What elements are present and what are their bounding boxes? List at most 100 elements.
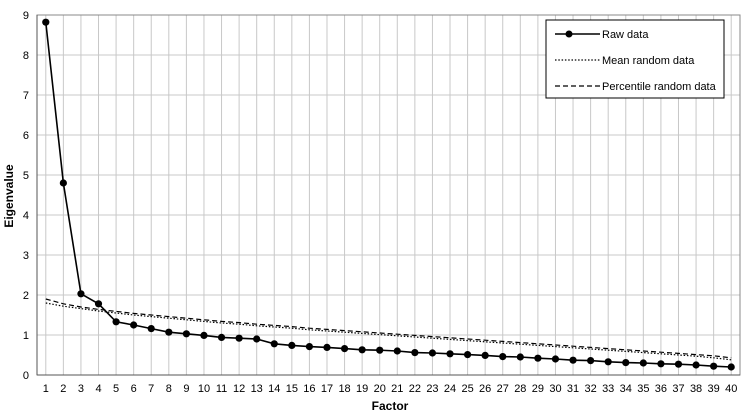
x-tick-label-23: 23 xyxy=(426,383,438,395)
series-line-mean-random-data xyxy=(45,302,732,361)
x-tick-label-31: 31 xyxy=(567,383,579,395)
data-point-raw-data-38 xyxy=(692,361,700,369)
y-tick-label-8: 8 xyxy=(23,50,29,62)
x-tick-label-29: 29 xyxy=(532,383,544,395)
x-tick-label-11: 11 xyxy=(216,383,227,395)
data-point-raw-data-25 xyxy=(463,351,472,359)
x-tick-label-18: 18 xyxy=(338,383,350,395)
x-tick-label-25: 25 xyxy=(461,383,473,395)
x-tick-label-35: 35 xyxy=(637,383,649,395)
series-line-percentile-random-data xyxy=(45,298,732,359)
x-axis-title: Factor xyxy=(372,399,409,413)
data-point-raw-data-5 xyxy=(112,318,120,326)
x-tick-label-22: 22 xyxy=(409,383,421,395)
data-point-raw-data-10 xyxy=(200,331,208,339)
data-point-raw-data-9 xyxy=(182,330,190,338)
x-tick-label-26: 26 xyxy=(479,383,491,395)
y-tick-label-5: 5 xyxy=(23,170,29,182)
data-point-raw-data-36 xyxy=(657,360,665,368)
x-tick-label-9: 9 xyxy=(183,383,189,395)
data-point-raw-data-40 xyxy=(727,363,735,371)
data-point-raw-data-34 xyxy=(622,359,630,367)
legend: Raw data Mean random data Percentile ran… xyxy=(545,19,725,99)
legend-label-mean-random: Mean random data xyxy=(602,55,695,67)
legend-marker-raw-data xyxy=(565,30,573,38)
data-point-raw-data-35 xyxy=(639,359,647,367)
y-tick-label-2: 2 xyxy=(23,290,29,302)
data-point-raw-data-7 xyxy=(147,325,155,333)
data-point-raw-data-28 xyxy=(516,353,524,361)
legend-label-percentile-random: Percentile random data xyxy=(602,81,717,93)
data-point-raw-data-39 xyxy=(710,362,718,370)
y-tick-label-1: 1 xyxy=(23,330,29,342)
x-tick-label-7: 7 xyxy=(148,383,154,395)
data-point-raw-data-21 xyxy=(393,347,401,355)
data-point-raw-data-13 xyxy=(253,335,261,343)
data-point-raw-data-29 xyxy=(534,354,542,362)
legend-box xyxy=(545,19,725,99)
data-point-raw-data-31 xyxy=(569,356,577,364)
data-point-raw-data-26 xyxy=(481,351,489,359)
data-point-raw-data-32 xyxy=(587,357,595,365)
x-tick-label-39: 39 xyxy=(708,383,720,395)
x-tick-label-2: 2 xyxy=(60,383,66,395)
x-tick-label-14: 14 xyxy=(268,383,280,395)
data-point-raw-data-15 xyxy=(288,341,296,349)
y-tick-label-3: 3 xyxy=(23,250,29,262)
x-tick-label-8: 8 xyxy=(166,383,172,395)
x-tick-label-19: 19 xyxy=(356,383,368,395)
data-point-raw-data-20 xyxy=(376,346,384,354)
y-axis-title: Eigenvalue xyxy=(2,164,16,228)
series-layer xyxy=(42,18,735,371)
data-point-raw-data-4 xyxy=(94,300,103,308)
x-tick-label-13: 13 xyxy=(251,383,263,395)
y-tick-label-7: 7 xyxy=(23,90,29,102)
x-tick-label-32: 32 xyxy=(584,383,596,395)
y-tick-label-9: 9 xyxy=(23,10,29,22)
x-tick-label-40: 40 xyxy=(725,383,737,395)
data-point-raw-data-23 xyxy=(428,349,437,357)
y-tick-label-6: 6 xyxy=(23,130,29,142)
x-tick-label-38: 38 xyxy=(690,383,702,395)
legend-label-raw-data: Raw data xyxy=(602,29,649,41)
data-point-raw-data-33 xyxy=(604,358,612,366)
data-point-raw-data-37 xyxy=(674,360,683,368)
data-point-raw-data-24 xyxy=(446,350,454,358)
data-point-raw-data-27 xyxy=(499,353,507,361)
x-tick-label-16: 16 xyxy=(303,383,315,395)
data-point-raw-data-6 xyxy=(130,321,138,329)
data-point-raw-data-2 xyxy=(59,179,67,187)
x-tick-label-30: 30 xyxy=(549,383,561,395)
x-tick-label-15: 15 xyxy=(286,383,298,395)
x-tick-label-34: 34 xyxy=(620,383,632,395)
data-point-raw-data-19 xyxy=(358,346,366,354)
data-point-raw-data-11 xyxy=(217,333,226,341)
data-point-raw-data-1 xyxy=(42,18,50,26)
x-tick-label-24: 24 xyxy=(444,383,456,395)
x-tick-label-21: 21 xyxy=(391,383,403,395)
data-point-raw-data-14 xyxy=(270,340,278,348)
x-tick-label-5: 5 xyxy=(113,383,119,395)
x-tick-label-1: 1 xyxy=(43,383,49,395)
x-tick-label-28: 28 xyxy=(514,383,526,395)
data-point-raw-data-3 xyxy=(77,290,85,298)
data-point-raw-data-18 xyxy=(340,345,349,353)
x-tick-label-12: 12 xyxy=(233,383,245,395)
x-tick-label-27: 27 xyxy=(497,383,509,395)
data-point-raw-data-17 xyxy=(323,343,331,351)
x-tick-label-20: 20 xyxy=(374,383,386,395)
x-tick-label-10: 10 xyxy=(198,383,210,395)
x-tick-labels: 1 2 3 4 5 6 7 8 9 10 11 12 13 14 15 16 17 18 19 20 21 22 23 24 2… xyxy=(43,383,738,395)
y-tick-label-4: 4 xyxy=(23,210,29,222)
data-point-raw-data-8 xyxy=(165,328,173,336)
axes xyxy=(36,14,741,376)
y-tick-label-0: 0 xyxy=(23,370,29,382)
x-tick-label-37: 37 xyxy=(672,383,684,395)
data-point-raw-data-22 xyxy=(411,349,419,357)
x-tick-label-17: 17 xyxy=(321,383,333,395)
y-tick-labels: 0 1 2 3 4 5 6 7 8 9 xyxy=(23,10,29,382)
x-tick-label-4: 4 xyxy=(95,383,101,395)
x-tick-label-36: 36 xyxy=(655,383,667,395)
series-line-raw-data xyxy=(44,22,732,368)
